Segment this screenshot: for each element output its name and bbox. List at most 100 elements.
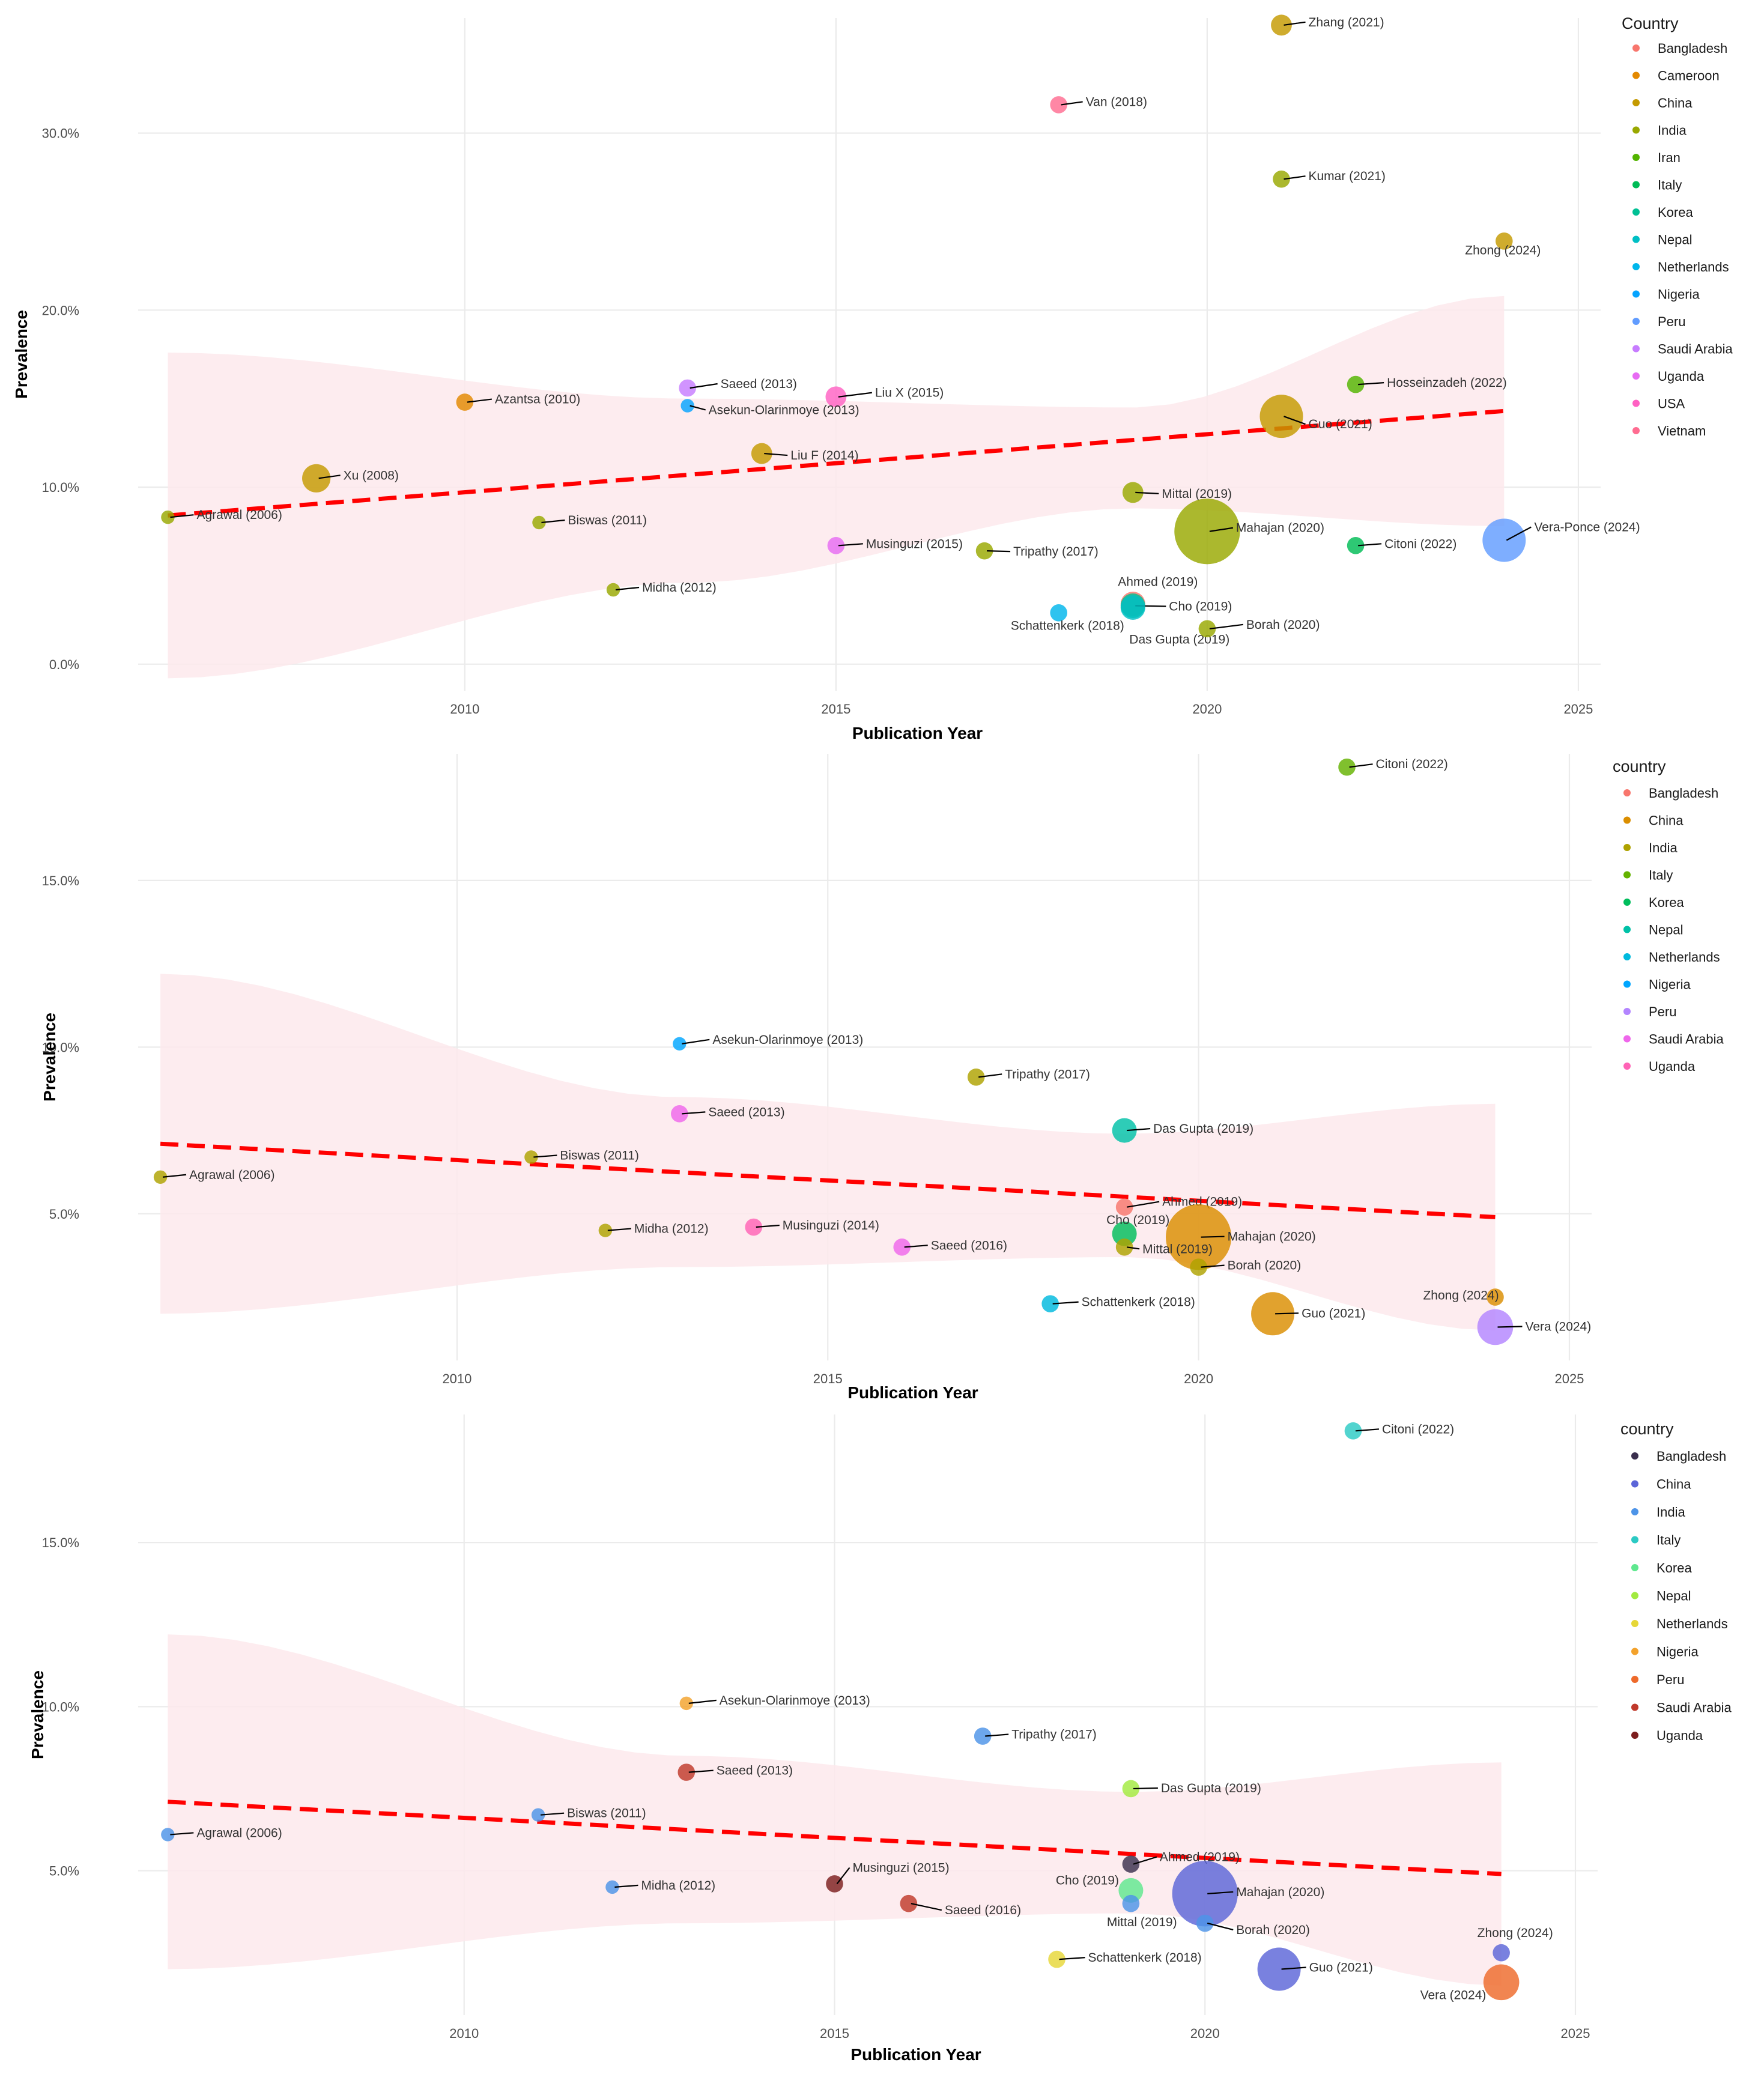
label-leader [682,1111,706,1115]
data-point [825,386,847,408]
data-label: Midha (2012) [641,1879,715,1893]
data-point [1493,1944,1510,1962]
data-point [1048,1950,1065,1968]
data-point [1259,395,1303,438]
data-point [606,583,620,597]
legend-swatch [1632,345,1640,353]
chart-panel-3: 2010 2015 2020 2025 5.0% 10.0% 15.0% Citoni (20… [28,1414,1732,2064]
data-point [1257,1947,1301,1991]
legend-swatch [1631,1732,1638,1739]
data-point [1166,1204,1232,1270]
x-tick-label: 2025 [1561,2026,1590,2041]
legend-title: country [1613,757,1666,775]
data-point [1273,170,1290,188]
legend-label: Saudi Arabia [1656,1700,1732,1715]
legend-title: Country [1622,14,1679,32]
data-label: Musinguzi (2015) [852,1861,949,1875]
label-leader [1207,1922,1234,1931]
legend-swatch [1632,99,1640,106]
y-tick-label: 5.0% [49,1207,79,1222]
x-tick-label: 2015 [820,2026,849,2041]
data-point [302,464,331,493]
data-label: Saeed (2013) [717,1764,793,1778]
legend-label: Uganda [1658,369,1705,384]
trend-line [168,1799,1502,1876]
legend-label: Peru [1656,1672,1684,1687]
legend-swatch [1623,953,1631,960]
data-point [1482,518,1526,562]
data-label: Saeed (2016) [945,1903,1021,1917]
data-label: Tripathy (2017) [1011,1728,1097,1742]
data-label: Musinguzi (2015) [866,537,963,551]
data-point [1115,1198,1133,1216]
chart-panel-2: 2010 2015 2020 2025 5.0% 10.0% 15.0% Citoni (20… [40,754,1724,1402]
data-label: Agrawal (2006) [196,508,282,522]
label-leader [541,1812,565,1816]
label-leader [985,1733,1009,1737]
data-point [1122,1894,1140,1912]
data-point [531,1808,545,1822]
data-point [677,1763,696,1781]
label-leader [1284,416,1306,425]
label-leader [1201,1264,1225,1268]
x-tick-label: 2010 [449,2026,479,2041]
data-label: Mahajan (2020) [1236,521,1324,535]
legend-label: Saudi Arabia [1658,342,1733,357]
data-point [680,399,694,413]
chart-panel-1: 2010 2015 2020 2025 0.0% 10.0% 20.0% 30.0% Zhang… [12,14,1733,742]
legend-swatch [1623,899,1631,906]
y-tick-label: 15.0% [42,1535,79,1550]
legend-label: Korea [1658,205,1693,220]
data-label: Kumar (2021) [1309,169,1386,183]
label-leader [1275,1312,1299,1315]
data-label: Schattenkerk (2018) [1088,1951,1202,1965]
data-point [1112,1221,1137,1246]
data-label: Mahajan (2020) [1228,1230,1316,1244]
confidence-band [168,296,1505,679]
data-point [524,1150,538,1164]
data-point [1115,1239,1133,1256]
data-label: Saeed (2013) [708,1105,784,1119]
data-label: Vera (2024) [1420,1988,1487,2002]
data-label: Xu (2008) [344,468,399,482]
data-label: Van (2018) [1086,95,1147,109]
legend-swatch [1623,789,1631,796]
data-label: Mittal (2019) [1142,1242,1213,1256]
data-point [1487,1288,1504,1306]
legend-label: China [1656,1477,1691,1492]
data-label: Guo (2021) [1309,417,1372,431]
x-tick-label: 2020 [1184,1371,1213,1386]
data-label: Borah (2020) [1228,1259,1302,1273]
label-leader [682,1038,710,1044]
data-label: Tripathy (2017) [1005,1067,1090,1081]
confidence-band [160,974,1496,1331]
data-label: Agrawal (2006) [196,1826,282,1840]
data-point [671,1105,688,1123]
legend-label: Netherlands [1658,259,1729,274]
y-tick-label: 10.0% [42,480,79,495]
data-label: Midha (2012) [642,581,717,595]
legend-swatch [1623,1008,1631,1015]
legend-label: Nepal [1656,1589,1691,1604]
data-label: Mittal (2019) [1107,1915,1177,1929]
legend-swatch [1623,844,1631,851]
data-point [679,1696,693,1711]
legend-label: Iran [1658,150,1681,165]
legend-swatch [1632,427,1640,434]
y-axis-title: Prevalence [40,1013,59,1102]
data-label: Zhang (2021) [1309,16,1384,29]
legend-swatch [1623,926,1631,933]
label-leader [690,383,718,389]
data-label: Vera-Ponce (2024) [1534,520,1640,534]
label-leader [1209,623,1244,629]
data-point [1172,1861,1238,1927]
data-label: Midha (2012) [634,1222,709,1236]
data-label: Das Gupta (2019) [1129,632,1229,646]
y-axis-title: Prevalence [28,1670,47,1759]
label-leader [1133,1787,1158,1790]
legend-swatch [1632,318,1640,325]
legend-label: Bangladesh [1658,41,1727,56]
legend-swatch [1632,290,1640,298]
y-tick-label: 5.0% [49,1864,79,1879]
legend-label: Saudi Arabia [1649,1032,1724,1047]
